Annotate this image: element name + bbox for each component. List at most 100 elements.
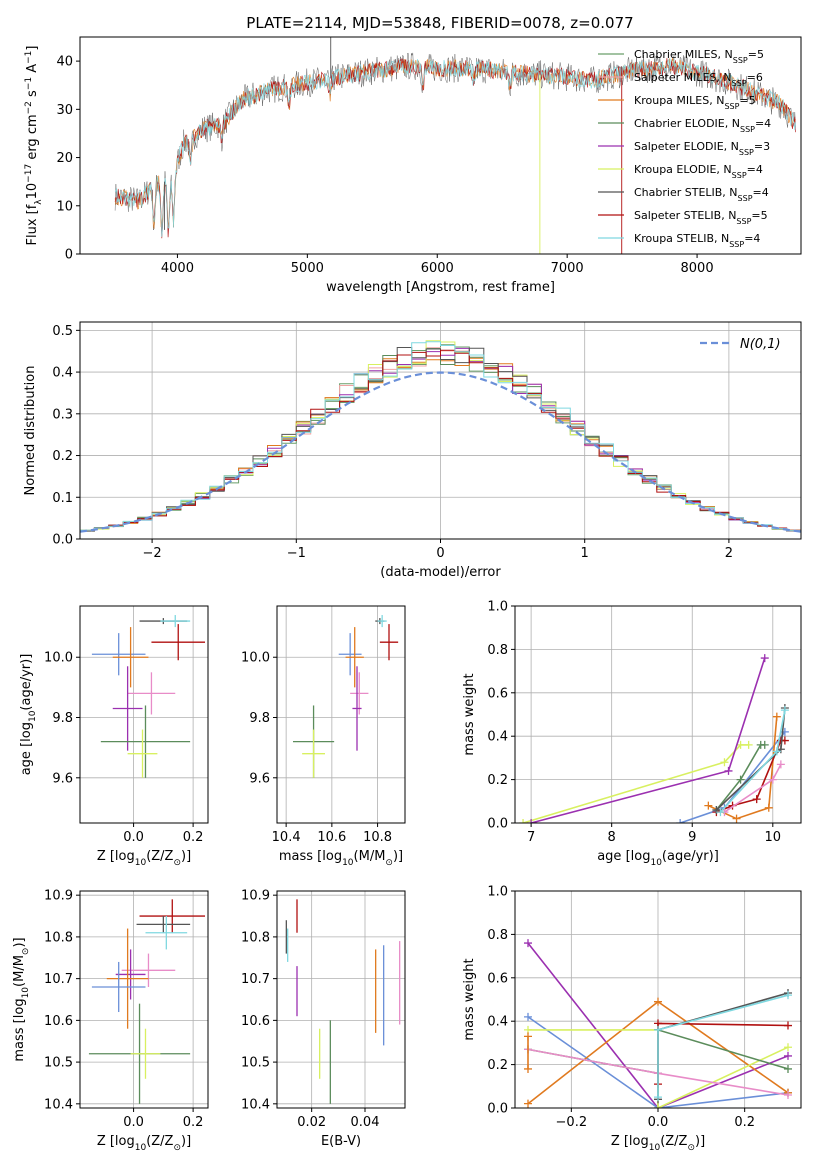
weight-marker [654,1093,662,1102]
y-axis-label: Normed distribution [23,366,38,496]
y-tick-label: 10.0 [241,651,270,666]
x-axis-label-part: ⊙ [687,1143,695,1153]
y-axis-label-part: )] [12,937,27,947]
x-tick-label: 2 [725,546,733,561]
legend-entry-count: =4 [747,163,763,176]
legend-entry-name: Salpeter ELODIE, N [634,140,739,153]
x-axis-label-part: 10 [342,858,354,868]
spectrum-panel: 4000 5000 6000 7000 8000 0 10 20 30 40 wavelength … [24,36,802,295]
y-axis-label-part: λ [34,199,44,205]
legend-entry-name: Salpeter MILES, N [634,71,732,84]
y-tick-label: 0.4 [487,1015,508,1030]
y-tick-label: 0.0 [487,1102,508,1117]
weight-marker [524,1012,532,1021]
legend-entry-name: Chabrier STELIB, N [634,186,738,199]
y-axis-label-part: 10 [28,710,38,722]
weight-marker [654,997,662,1006]
legend-entry-name: Kroupa STELIB, N [634,232,729,245]
legend-entry: N(0,1) [740,337,781,352]
x-axis-label-part: Z [log [611,1134,649,1149]
x-axis-label-part: )] [181,849,191,864]
x-tick-label: 9 [688,830,696,845]
y-axis-label-part: ⊙ [21,948,31,956]
y-tick-label: 1.0 [487,885,508,900]
x-tick-label: 7 [527,830,535,845]
x-axis-label-part: ⊙ [385,858,393,868]
x-tick-label: 0.2 [183,1115,204,1130]
y-axis-label-part: s [25,90,40,101]
y-tick-label: 1.0 [487,600,508,615]
legend-entry: Chabrier MILES, NSSP=5 [634,48,764,65]
x-axis-label-part: Z [log [97,849,135,864]
y-tick-label: 10.7 [44,972,73,987]
weight-marker [764,803,773,812]
y-tick-label: 0.4 [487,730,508,745]
axes-frame [79,890,209,1109]
x-tick-label: 0.0 [123,1115,144,1130]
histogram-step [80,349,801,531]
x-tick-label: −2 [143,546,162,561]
legend-entry-count: =4 [753,186,769,199]
x-tick-label: 8000 [681,261,714,276]
y-tick-label: 10.7 [241,972,270,987]
weight-marker [524,1032,532,1041]
legend-entry: Kroupa MILES, NSSP=5 [634,94,756,111]
y-tick-label: 10.6 [241,1014,270,1029]
x-axis-label: age [log10(age/yr)] [597,849,719,868]
y-tick-label: 10.4 [241,1097,270,1112]
x-axis-label-part: )] [181,1134,191,1149]
y-tick-label: 10 [56,199,73,214]
x-tick-label: 5000 [291,261,324,276]
plot-area [293,615,399,778]
figure-title: PLATE=2114, MJD=53848, FIBERID=0078, z=0… [246,14,633,32]
y-axis-label-part: (age/yr)] [19,654,34,711]
legend-entry-sub: SSP [729,240,744,249]
y-tick-label: 9.8 [249,711,270,726]
y-axis-label: Flux [fλ10−17 erg cm−2 s−1 A−1] [24,46,44,246]
y-axis-label-part: age [log [19,722,34,775]
legend-entry-name: Chabrier MILES, N [634,48,733,61]
weight-marker [744,740,753,749]
x-tick-label: 6000 [421,261,454,276]
weight-vs-metallicity-panel: −0.2 0.0 0.2 0.0 0.2 0.4 0.6 0.8 1.0 Z [log10(Z/Z… [462,885,802,1153]
y-axis-label: mass weight [462,673,477,755]
x-tick-label: 0.02 [297,1115,326,1130]
x-axis-label: E(B-V) [321,1134,361,1149]
histogram-step [80,341,801,532]
weight-marker [784,991,792,1000]
y-axis-label: age [log10(age/yr)] [19,654,38,776]
x-axis-label-part: ⊙ [173,858,181,868]
y-axis-label-part: −17 [24,164,34,183]
x-tick-label: 0.0 [648,1115,669,1130]
legend-entry-count: =6 [747,71,763,84]
weight-marker [736,775,745,784]
weight-marker [720,758,729,767]
y-tick-label: 9.6 [52,771,73,786]
legend-entry-sub: SSP [736,217,751,226]
weight-marker [784,1043,792,1052]
y-tick-label: 0.8 [487,643,508,658]
x-axis-label-part: (Z/Z [146,1134,173,1149]
plot-area [91,615,206,778]
legend-entry-sub: SSP [738,194,753,203]
weight-marker [524,1099,532,1108]
x-axis-label-part: )] [695,1134,705,1149]
y-axis-label-part: 10 [21,987,31,999]
weight-marker [732,814,741,823]
y-axis-label-part: erg cm [25,114,40,163]
y-tick-label: 0.5 [52,324,73,339]
weight-marker [760,654,769,663]
x-axis-label: mass [log10(M/M⊙)] [279,849,403,868]
y-tick-label: 0.6 [487,686,508,701]
x-axis-label: wavelength [Angstrom, rest frame] [326,280,555,295]
plot-area [80,340,801,533]
y-tick-label: 10.8 [241,930,270,945]
weight-marker [768,775,777,784]
legend-entry-name: Kroupa MILES, N [634,94,724,107]
y-axis-label-part: −2 [24,101,34,114]
y-tick-label: 30 [56,103,73,118]
legend-entry: Chabrier STELIB, NSSP=4 [634,186,769,203]
weight-marker [519,819,528,823]
weight-marker [772,712,781,721]
weight-marker [704,801,713,810]
